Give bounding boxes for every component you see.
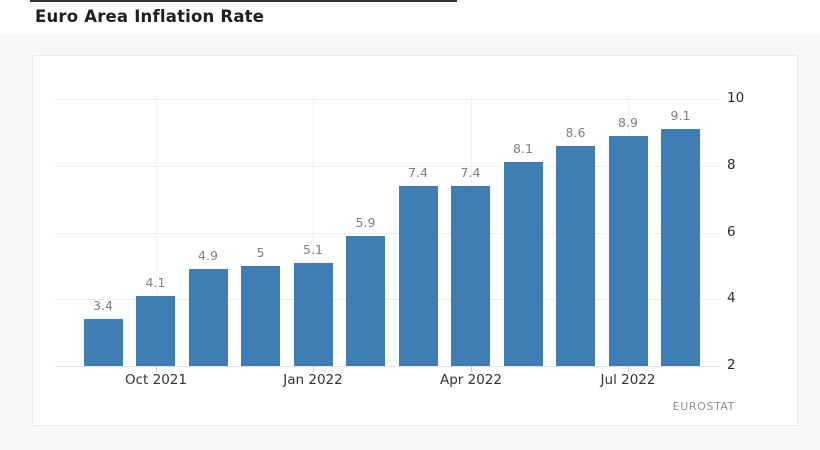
title-bar: Euro Area Inflation Rate [0,0,820,34]
y-axis-tick-label: 2 [727,357,736,373]
bar[interactable] [398,185,438,366]
bar[interactable] [556,145,595,366]
bar[interactable] [83,319,123,366]
bar[interactable] [661,129,700,366]
source-label: EUROSTAT [672,400,735,413]
bar-value-label: 8.1 [513,141,533,157]
bar-value-label: 5.9 [355,214,376,230]
x-axis-tick-mark [313,366,314,372]
gridline-vertical [313,98,314,366]
gridline-vertical [156,98,157,366]
top-accent-line [30,0,457,2]
bar[interactable] [451,185,490,366]
x-axis-tick-label: Jul 2022 [600,372,656,388]
bar-value-label: 5 [256,244,265,260]
bar-chart-plot-area: 2 4 6 8 10 Oct 2021 Jan 2022 Apr 2022 Jul 2022 3.… [33,56,797,425]
bar-value-label: 8.9 [618,114,638,130]
gridline-horizontal [55,99,721,100]
x-axis-tick-mark [628,366,629,372]
bar[interactable] [188,269,228,366]
bar-value-label: 8.6 [565,124,586,140]
gridline-horizontal [55,233,721,234]
x-axis-tick-label: Jan 2022 [283,372,343,388]
bar[interactable] [241,265,280,366]
bar-value-label: 4.9 [198,248,218,264]
y-axis-tick-label: 4 [727,290,736,306]
bar-value-label: 3.4 [93,298,113,314]
bar-value-label: 5.1 [303,241,323,257]
gridline-horizontal [55,166,721,167]
gridline-horizontal [55,299,721,300]
bar[interactable] [503,162,543,366]
bar-value-label: 7.4 [460,164,481,180]
chart-card: 2 4 6 8 10 Oct 2021 Jan 2022 Apr 2022 Jul 2022 3.… [32,55,798,426]
x-axis-tick-mark [156,366,157,372]
bar[interactable] [136,295,175,366]
x-axis-tick-label: Oct 2021 [125,372,187,388]
gridline-horizontal [55,366,721,367]
page-title: Euro Area Inflation Rate [35,7,265,26]
bar-value-label: 7.4 [408,164,428,180]
bar[interactable] [346,235,385,366]
bar[interactable] [293,262,333,366]
x-axis-tick-mark [471,366,472,372]
y-axis-tick-label: 10 [727,90,745,106]
bar-value-label: 4.1 [145,274,166,290]
bar-value-label: 9.1 [670,108,691,123]
x-axis-tick-label: Apr 2022 [439,372,502,388]
y-axis-tick-label: 6 [727,224,736,240]
bar[interactable] [608,135,648,366]
y-axis-tick-label: 8 [727,157,736,173]
